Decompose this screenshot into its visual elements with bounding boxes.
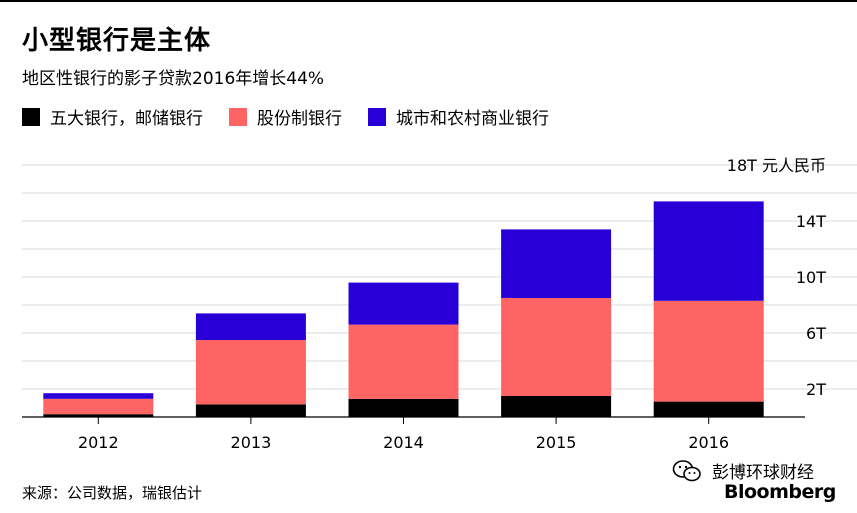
x-tick-label: 2015 xyxy=(536,433,577,452)
bar-segment xyxy=(195,313,306,340)
bar-segment xyxy=(195,404,306,417)
legend-item-city-rural: 城市和农村商业银行 xyxy=(368,104,549,129)
bar-segment xyxy=(501,298,612,396)
top-rule xyxy=(0,0,857,2)
y-tick-label: 10T xyxy=(796,268,826,287)
wechat-account-name: 彭博环球财经 xyxy=(712,463,814,483)
source-note: 来源：公司数据，瑞银估计 xyxy=(22,484,203,502)
bar-segment xyxy=(653,401,764,417)
bar-segment xyxy=(653,201,764,301)
bar-segment xyxy=(43,414,154,417)
legend-swatch-joint-stock xyxy=(229,107,247,126)
bar-segment xyxy=(348,324,459,399)
wechat-icon xyxy=(672,459,701,481)
x-tick-label: 2014 xyxy=(383,433,424,452)
x-tick-label: 2013 xyxy=(231,433,272,452)
bar-segment xyxy=(348,398,459,417)
bar-segment xyxy=(43,393,154,399)
y-tick-label: 14T xyxy=(796,212,826,231)
legend-label-city-rural: 城市和农村商业银行 xyxy=(396,109,549,129)
y-tick-label: 2T xyxy=(806,380,826,399)
y-tick-label: 6T xyxy=(806,324,826,343)
legend: 五大银行，邮储银行 股份制银行 城市和农村商业银行 xyxy=(22,104,575,129)
legend-item-joint-stock: 股份制银行 xyxy=(229,104,342,129)
bar-segment xyxy=(653,300,764,402)
bar-segment xyxy=(501,396,612,417)
x-tick-label: 2012 xyxy=(78,433,119,452)
legend-label-joint-stock: 股份制银行 xyxy=(257,109,342,129)
legend-label-big-five: 五大银行，邮储银行 xyxy=(50,109,203,129)
chart-subtitle: 地区性银行的影子贷款2016年增长44% xyxy=(22,69,325,89)
legend-swatch-big-five xyxy=(22,107,40,126)
legend-item-big-five: 五大银行，邮储银行 xyxy=(22,104,203,129)
bloomberg-logo: Bloomberg xyxy=(724,481,836,503)
bar-segment xyxy=(348,282,459,325)
legend-swatch-city-rural xyxy=(368,107,386,126)
bar-segment xyxy=(501,229,612,298)
bar-segment xyxy=(195,340,306,405)
wechat-watermark: 彭博环球财经 xyxy=(672,458,814,483)
chart-title: 小型银行是主体 xyxy=(22,26,212,56)
x-tick-label: 2016 xyxy=(688,433,729,452)
bar-segment xyxy=(43,398,154,415)
y-tick-label: 18T 元人民币 xyxy=(727,156,826,175)
